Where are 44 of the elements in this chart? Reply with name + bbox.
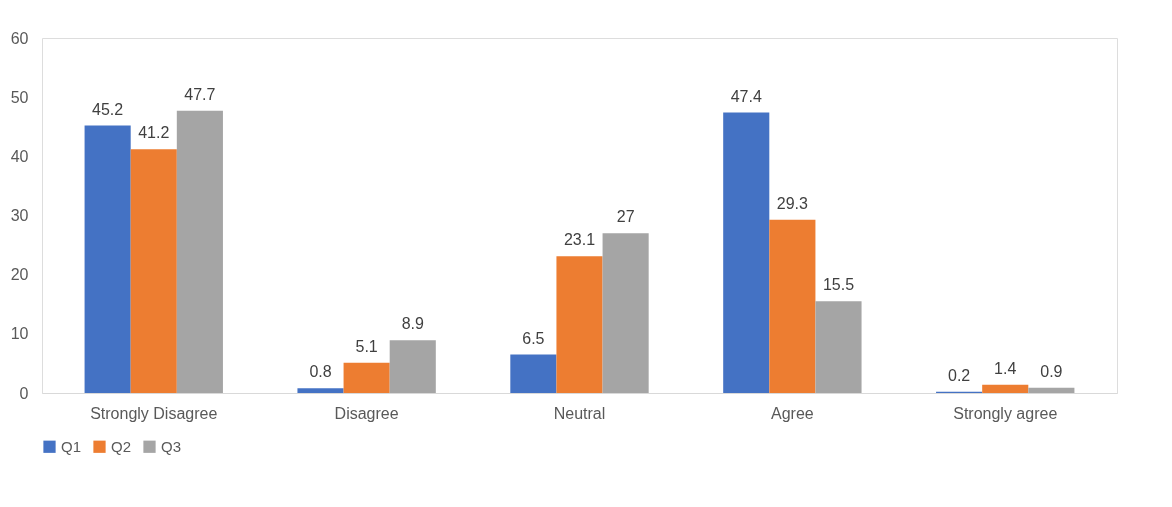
- data-label: 47.7: [184, 85, 216, 103]
- data-label: 8.9: [401, 315, 424, 333]
- y-tick-label: 0: [19, 384, 29, 402]
- y-tick-label: 50: [10, 88, 29, 106]
- data-label: 29.3: [776, 194, 809, 212]
- data-label: 1.4: [994, 359, 1017, 377]
- y-tick-label: 40: [10, 147, 29, 165]
- bar: [130, 149, 177, 393]
- data-label: 41.2: [138, 124, 170, 142]
- y-tick-label: 30: [10, 207, 29, 224]
- bar: [389, 340, 436, 393]
- data-label: 0.2: [948, 366, 971, 384]
- data-label: 6.5: [522, 329, 545, 347]
- data-label: 45.2: [92, 100, 124, 118]
- x-tick-label: Strongly Disagree: [90, 404, 218, 422]
- legend-label: Q1: [61, 437, 82, 455]
- bar: [343, 362, 390, 393]
- data-label: 5.1: [355, 337, 378, 355]
- x-tick-label: Disagree: [334, 404, 399, 422]
- bar: [769, 219, 816, 393]
- y-tick-label: 20: [10, 266, 29, 284]
- legend-label: Q3: [161, 437, 182, 455]
- bar: [84, 125, 131, 393]
- x-tick-label: Neutral: [553, 404, 606, 422]
- data-label: 23.1: [563, 231, 596, 249]
- bar: [176, 110, 223, 393]
- legend-label: Q2: [111, 437, 132, 455]
- bar: [602, 233, 649, 393]
- data-label: 15.5: [822, 276, 855, 294]
- data-label: 0.9: [1040, 362, 1063, 380]
- y-tick-label: 60: [10, 29, 29, 47]
- data-label: 27: [616, 208, 635, 226]
- bar: [510, 354, 557, 393]
- bar: [1028, 387, 1075, 393]
- x-tick-label: Agree: [771, 404, 814, 422]
- data-label: 0.8: [309, 363, 332, 381]
- data-label: 47.4: [730, 87, 762, 105]
- bar: [723, 112, 770, 393]
- bar: [297, 388, 344, 393]
- bar: [982, 384, 1029, 393]
- x-tick-label: Strongly agree: [953, 404, 1058, 422]
- bar: [556, 256, 603, 393]
- y-tick-label: 10: [10, 325, 29, 343]
- bar: [815, 301, 862, 393]
